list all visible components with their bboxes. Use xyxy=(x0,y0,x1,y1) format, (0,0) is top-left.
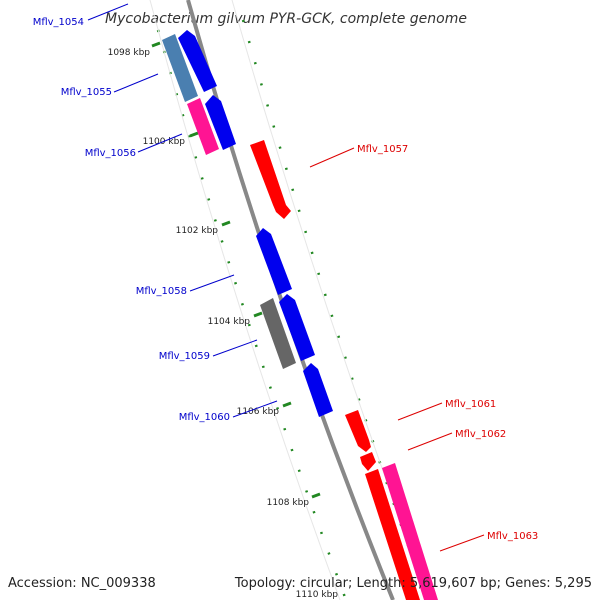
tick-label-1110: 1110 kbp xyxy=(296,590,339,600)
gene-mflv-1061[interactable] xyxy=(345,410,371,452)
gene-mflv-1056[interactable] xyxy=(187,98,219,155)
inner-dotted-guide xyxy=(156,29,348,600)
gene-mflv-1056-blue[interactable] xyxy=(205,95,236,150)
gene-mflv-1059-blue[interactable] xyxy=(279,294,315,361)
gene-mflv-1058[interactable] xyxy=(256,228,292,295)
gene-label-mflv-1057[interactable]: Mflv_1057 xyxy=(357,144,408,155)
leader-lines xyxy=(87,3,485,552)
gene-mflv-1055[interactable] xyxy=(178,30,217,92)
gene-mflv-1062[interactable] xyxy=(360,452,376,471)
map-title: Mycobacterium gilvum PYR-GCK, complete g… xyxy=(105,11,467,27)
gene-label-mflv-1058[interactable]: Mflv_1058 xyxy=(136,286,187,297)
tick-label-1102: 1102 kbp xyxy=(176,226,219,236)
gene-label-mflv-1063[interactable]: Mflv_1063 xyxy=(487,531,538,542)
gene-label-mflv-1056[interactable]: Mflv_1056 xyxy=(85,148,136,159)
tick-label-1100: 1100 kbp xyxy=(143,137,186,147)
gene-label-mflv-1059[interactable]: Mflv_1059 xyxy=(159,351,210,362)
tick-label-1106: 1106 kbp xyxy=(237,407,280,417)
gene-label-mflv-1062[interactable]: Mflv_1062 xyxy=(455,429,506,440)
tick-label-1108: 1108 kbp xyxy=(267,498,310,508)
tick-marks xyxy=(151,41,321,499)
gene-mflv-1063-red[interactable] xyxy=(365,469,420,600)
inner-ring-faint xyxy=(149,0,341,600)
tick-label-1104: 1104 kbp xyxy=(208,317,251,327)
gene-mflv-1063[interactable] xyxy=(382,463,438,600)
gene-mflv-1054[interactable] xyxy=(162,34,198,102)
gene-mflv-1057[interactable] xyxy=(250,140,291,219)
tick-label-1098: 1098 kbp xyxy=(108,48,151,58)
topology-text: Topology: circular; Length: 5,619,607 bp… xyxy=(234,576,592,591)
accession-text: Accession: NC_009338 xyxy=(8,576,156,591)
gene-label-mflv-1054[interactable]: Mflv_1054 xyxy=(33,17,84,28)
gene-mflv-1059[interactable] xyxy=(260,298,296,369)
gene-label-mflv-1061[interactable]: Mflv_1061 xyxy=(445,399,496,410)
gene-mflv-1060[interactable] xyxy=(303,363,333,417)
gene-label-mflv-1055[interactable]: Mflv_1055 xyxy=(61,87,112,98)
gene-label-mflv-1060[interactable]: Mflv_1060 xyxy=(179,412,230,423)
